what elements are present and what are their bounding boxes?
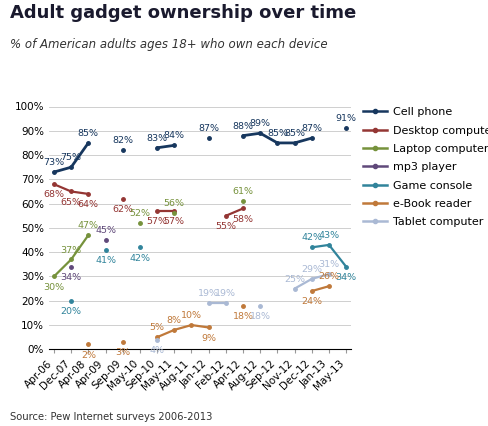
Line: Laptop computer: Laptop computer xyxy=(52,233,90,278)
Text: 37%: 37% xyxy=(61,246,81,255)
Text: 87%: 87% xyxy=(301,124,322,133)
Text: 19%: 19% xyxy=(198,289,219,298)
Text: 84%: 84% xyxy=(164,132,185,141)
Text: 83%: 83% xyxy=(146,134,168,143)
Line: Cell phone: Cell phone xyxy=(52,141,90,174)
Text: 10%: 10% xyxy=(181,311,202,320)
Text: 3%: 3% xyxy=(115,348,130,357)
Text: 82%: 82% xyxy=(112,136,133,145)
Text: 8%: 8% xyxy=(167,316,182,325)
Text: 18%: 18% xyxy=(250,312,271,321)
Text: 19%: 19% xyxy=(215,289,236,298)
Text: 68%: 68% xyxy=(43,190,64,199)
Text: 4%: 4% xyxy=(150,346,164,355)
Text: 30%: 30% xyxy=(43,283,64,292)
Text: 73%: 73% xyxy=(43,158,64,167)
Text: 56%: 56% xyxy=(164,199,185,208)
Text: 41%: 41% xyxy=(95,256,116,265)
Text: 85%: 85% xyxy=(78,129,99,138)
Cell phone xyxy=(68,165,74,170)
Text: 58%: 58% xyxy=(233,215,254,224)
Text: 62%: 62% xyxy=(112,205,133,214)
Desktop computer xyxy=(68,189,74,194)
Laptop computer xyxy=(85,233,91,238)
Text: 18%: 18% xyxy=(233,312,254,321)
Text: 5%: 5% xyxy=(150,323,164,332)
Laptop computer xyxy=(51,274,57,279)
Text: 91%: 91% xyxy=(336,115,357,124)
Text: 65%: 65% xyxy=(61,198,81,207)
Cell phone xyxy=(51,170,57,175)
Text: 42%: 42% xyxy=(129,253,150,262)
Text: 89%: 89% xyxy=(250,119,271,128)
Text: 9%: 9% xyxy=(201,334,216,343)
Text: 55%: 55% xyxy=(215,222,236,231)
Text: 34%: 34% xyxy=(61,273,81,282)
Text: 43%: 43% xyxy=(319,231,340,240)
Text: 31%: 31% xyxy=(319,260,340,269)
Text: 52%: 52% xyxy=(129,209,150,218)
Text: 26%: 26% xyxy=(319,272,340,281)
Text: 57%: 57% xyxy=(164,217,185,226)
Text: 85%: 85% xyxy=(284,129,305,138)
Text: 64%: 64% xyxy=(78,200,99,209)
Text: Adult gadget ownership over time: Adult gadget ownership over time xyxy=(10,4,356,22)
Legend: Cell phone, Desktop computer, Laptop computer, mp3 player, Game console, e-Book : Cell phone, Desktop computer, Laptop com… xyxy=(363,107,488,227)
Laptop computer xyxy=(68,257,74,262)
Text: 24%: 24% xyxy=(301,297,322,306)
Text: Source: Pew Internet surveys 2006-2013: Source: Pew Internet surveys 2006-2013 xyxy=(10,412,212,422)
Text: 2%: 2% xyxy=(81,351,96,360)
Text: 25%: 25% xyxy=(284,275,305,284)
Desktop computer xyxy=(85,191,91,196)
Text: 29%: 29% xyxy=(301,265,322,274)
Text: % of American adults ages 18+ who own each device: % of American adults ages 18+ who own ea… xyxy=(10,38,327,52)
Text: 75%: 75% xyxy=(61,153,81,162)
Text: 88%: 88% xyxy=(233,122,254,131)
Line: Desktop computer: Desktop computer xyxy=(52,182,90,196)
Text: 34%: 34% xyxy=(336,273,357,282)
Desktop computer xyxy=(51,181,57,187)
Text: 61%: 61% xyxy=(233,187,254,196)
Text: 87%: 87% xyxy=(198,124,219,133)
Text: 42%: 42% xyxy=(301,233,322,242)
Text: 85%: 85% xyxy=(267,129,288,138)
Text: 45%: 45% xyxy=(95,226,116,235)
Cell phone xyxy=(85,141,91,146)
Text: 57%: 57% xyxy=(146,217,167,226)
Text: 47%: 47% xyxy=(78,222,99,230)
Text: 20%: 20% xyxy=(61,307,81,316)
